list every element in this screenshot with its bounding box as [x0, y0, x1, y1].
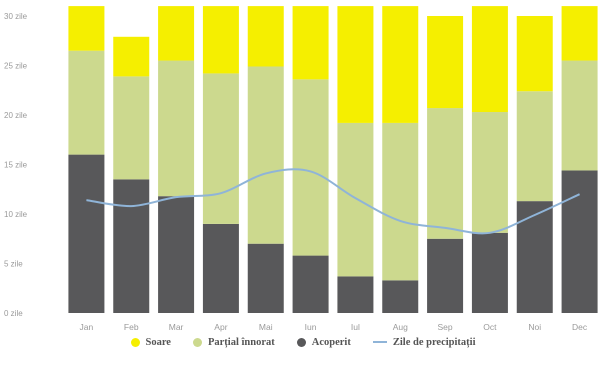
x-tick-label: Dec: [572, 322, 588, 332]
x-tick-label: Mar: [169, 322, 184, 332]
y-axis-ticks: 0 zile 5 zile 10 zile 15 zile 20 zile 25 zile…: [4, 12, 28, 318]
bar-soare-oct: [471, 6, 508, 113]
bar-soare-mai: [247, 6, 284, 67]
x-tick-label: Aug: [393, 322, 408, 332]
legend-swatch-soare: [130, 337, 140, 347]
bar-partial-mai: [247, 66, 284, 244]
bar-acoperit-aug: [382, 280, 419, 313]
bar-partial-noi: [516, 91, 553, 202]
bar-soare-jan: [68, 6, 105, 51]
bar-acoperit-iun: [292, 255, 329, 313]
y-tick-label: 15 zile: [4, 161, 28, 170]
y-tick-label: 0 zile: [4, 309, 23, 318]
x-tick-label: Iun: [305, 322, 317, 332]
bar-partial-jan: [68, 50, 105, 155]
x-tick-label: Noi: [528, 322, 541, 332]
bar-soare-feb: [113, 36, 150, 77]
legend-swatch-partial: [192, 337, 202, 347]
y-tick-label: 30 zile: [4, 12, 28, 21]
bar-partial-mar: [158, 60, 195, 197]
precipitation-line: [86, 168, 581, 235]
x-axis-ticks: Jan Feb Mar Apr Mai Iun Iul Aug Sep Oct Noi Dec: [80, 322, 588, 332]
y-tick-label: 10 zile: [4, 210, 28, 219]
legend-label-soare: Soare: [145, 336, 171, 348]
x-tick-label: Jan: [80, 322, 94, 332]
x-tick-label: Feb: [124, 322, 139, 332]
bar-acoperit-apr: [202, 223, 239, 313]
y-tick-label: 20 zile: [4, 111, 28, 120]
bar-soare-mar: [158, 6, 195, 61]
bar-partial-feb: [113, 76, 150, 180]
bar-acoperit-feb: [113, 179, 150, 313]
bar-partial-sep: [427, 108, 464, 239]
bar-acoperit-iul: [337, 276, 374, 313]
legend: Soare Parțial înnorat Acoperit Zile de p…: [0, 331, 606, 353]
bar-acoperit-sep: [427, 238, 464, 313]
legend-item-precipitatii: Zile de precipitații: [372, 336, 476, 348]
bar-acoperit-oct: [471, 232, 508, 313]
x-tick-label: Mai: [259, 322, 273, 332]
bar-partial-apr: [202, 73, 239, 224]
x-tick-label: Apr: [214, 322, 227, 332]
x-tick-label: Iul: [351, 322, 360, 332]
y-tick-label: 5 zile: [4, 260, 23, 269]
precipitation-line-group: [86, 168, 581, 235]
legend-item-soare: Soare: [130, 336, 171, 348]
y-tick-label: 25 zile: [4, 62, 28, 71]
bar-soare-iun: [292, 6, 329, 80]
bar-soare-noi: [516, 16, 553, 92]
bar-soare-sep: [427, 16, 464, 109]
legend-item-acoperit: Acoperit: [296, 336, 351, 348]
bar-soare-dec: [561, 6, 598, 61]
bars-group: [68, 6, 598, 313]
x-tick-label: Sep: [438, 322, 453, 332]
bar-partial-aug: [382, 122, 419, 281]
bar-acoperit-dec: [561, 170, 598, 313]
legend-item-partial: Parțial înnorat: [192, 336, 275, 348]
bar-soare-iul: [337, 6, 374, 123]
bar-soare-apr: [202, 6, 239, 74]
bar-acoperit-noi: [516, 201, 553, 313]
legend-label-acoperit: Acoperit: [311, 336, 351, 348]
bar-partial-iun: [292, 79, 329, 256]
bar-acoperit-mai: [247, 243, 284, 313]
legend-swatch-precipitatii: [372, 341, 387, 343]
x-tick-label: Oct: [483, 322, 497, 332]
legend-label-partial: Parțial înnorat: [207, 336, 275, 348]
bar-partial-iul: [337, 122, 374, 277]
legend-label-precipitatii: Zile de precipitații: [392, 336, 476, 348]
bar-acoperit-mar: [158, 196, 195, 313]
legend-swatch-acoperit: [296, 337, 306, 347]
bar-acoperit-jan: [68, 154, 105, 313]
bar-partial-dec: [561, 60, 598, 171]
bar-soare-aug: [382, 6, 419, 123]
bar-partial-oct: [471, 112, 508, 233]
